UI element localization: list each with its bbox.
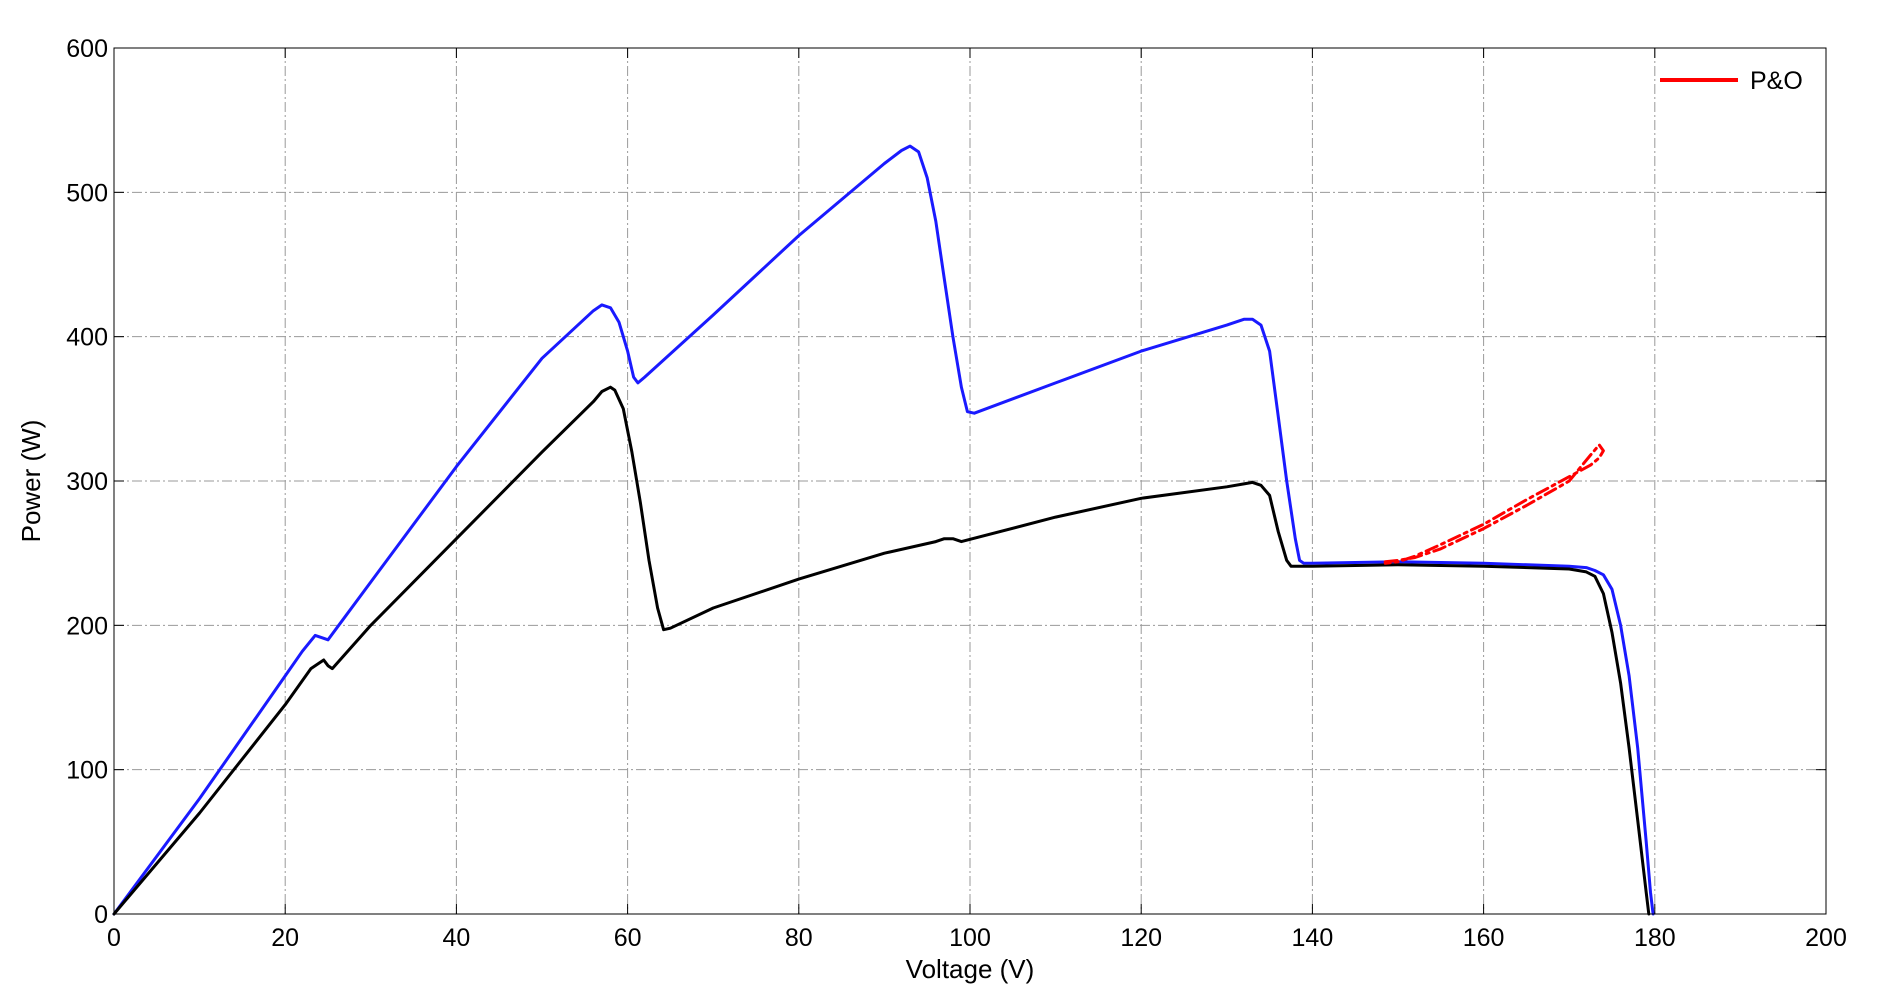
x-tick-label: 40 [442,924,470,952]
x-tick-label: 0 [107,924,121,952]
tick-labels: 0 20 40 60 80 100 120 140 160 180 200 0 100 200 300 400… [66,35,1847,952]
pv-curve-black [112,385,1651,916]
x-tick-label: 120 [1120,924,1162,952]
x-tick-label: 80 [785,924,813,952]
x-tick-label: 20 [271,924,299,952]
x-tick-label: 140 [1292,924,1334,952]
curves [112,144,1655,916]
y-axis-label: Power (W) [16,420,46,543]
ticks [113,47,1827,915]
x-axis-label: Voltage (V) [906,954,1035,984]
x-tick-label: 100 [949,924,991,952]
y-tick-label: 500 [66,179,108,207]
y-tick-label: 600 [66,35,108,63]
grid [114,48,1826,914]
x-tick-label: 60 [614,924,642,952]
pv-curve-blue [112,144,1655,916]
x-tick-label: 180 [1634,924,1676,952]
legend: P&O [1660,67,1803,95]
y-tick-label: 300 [66,468,108,496]
y-tick-label: 400 [66,324,108,352]
x-tick-label: 160 [1463,924,1505,952]
po-trajectory [1383,443,1605,565]
y-tick-label: 0 [94,901,108,929]
x-tick-label: 200 [1805,924,1847,952]
y-tick-label: 200 [66,612,108,640]
y-tick-label: 100 [66,757,108,785]
legend-label-po: P&O [1750,67,1803,95]
